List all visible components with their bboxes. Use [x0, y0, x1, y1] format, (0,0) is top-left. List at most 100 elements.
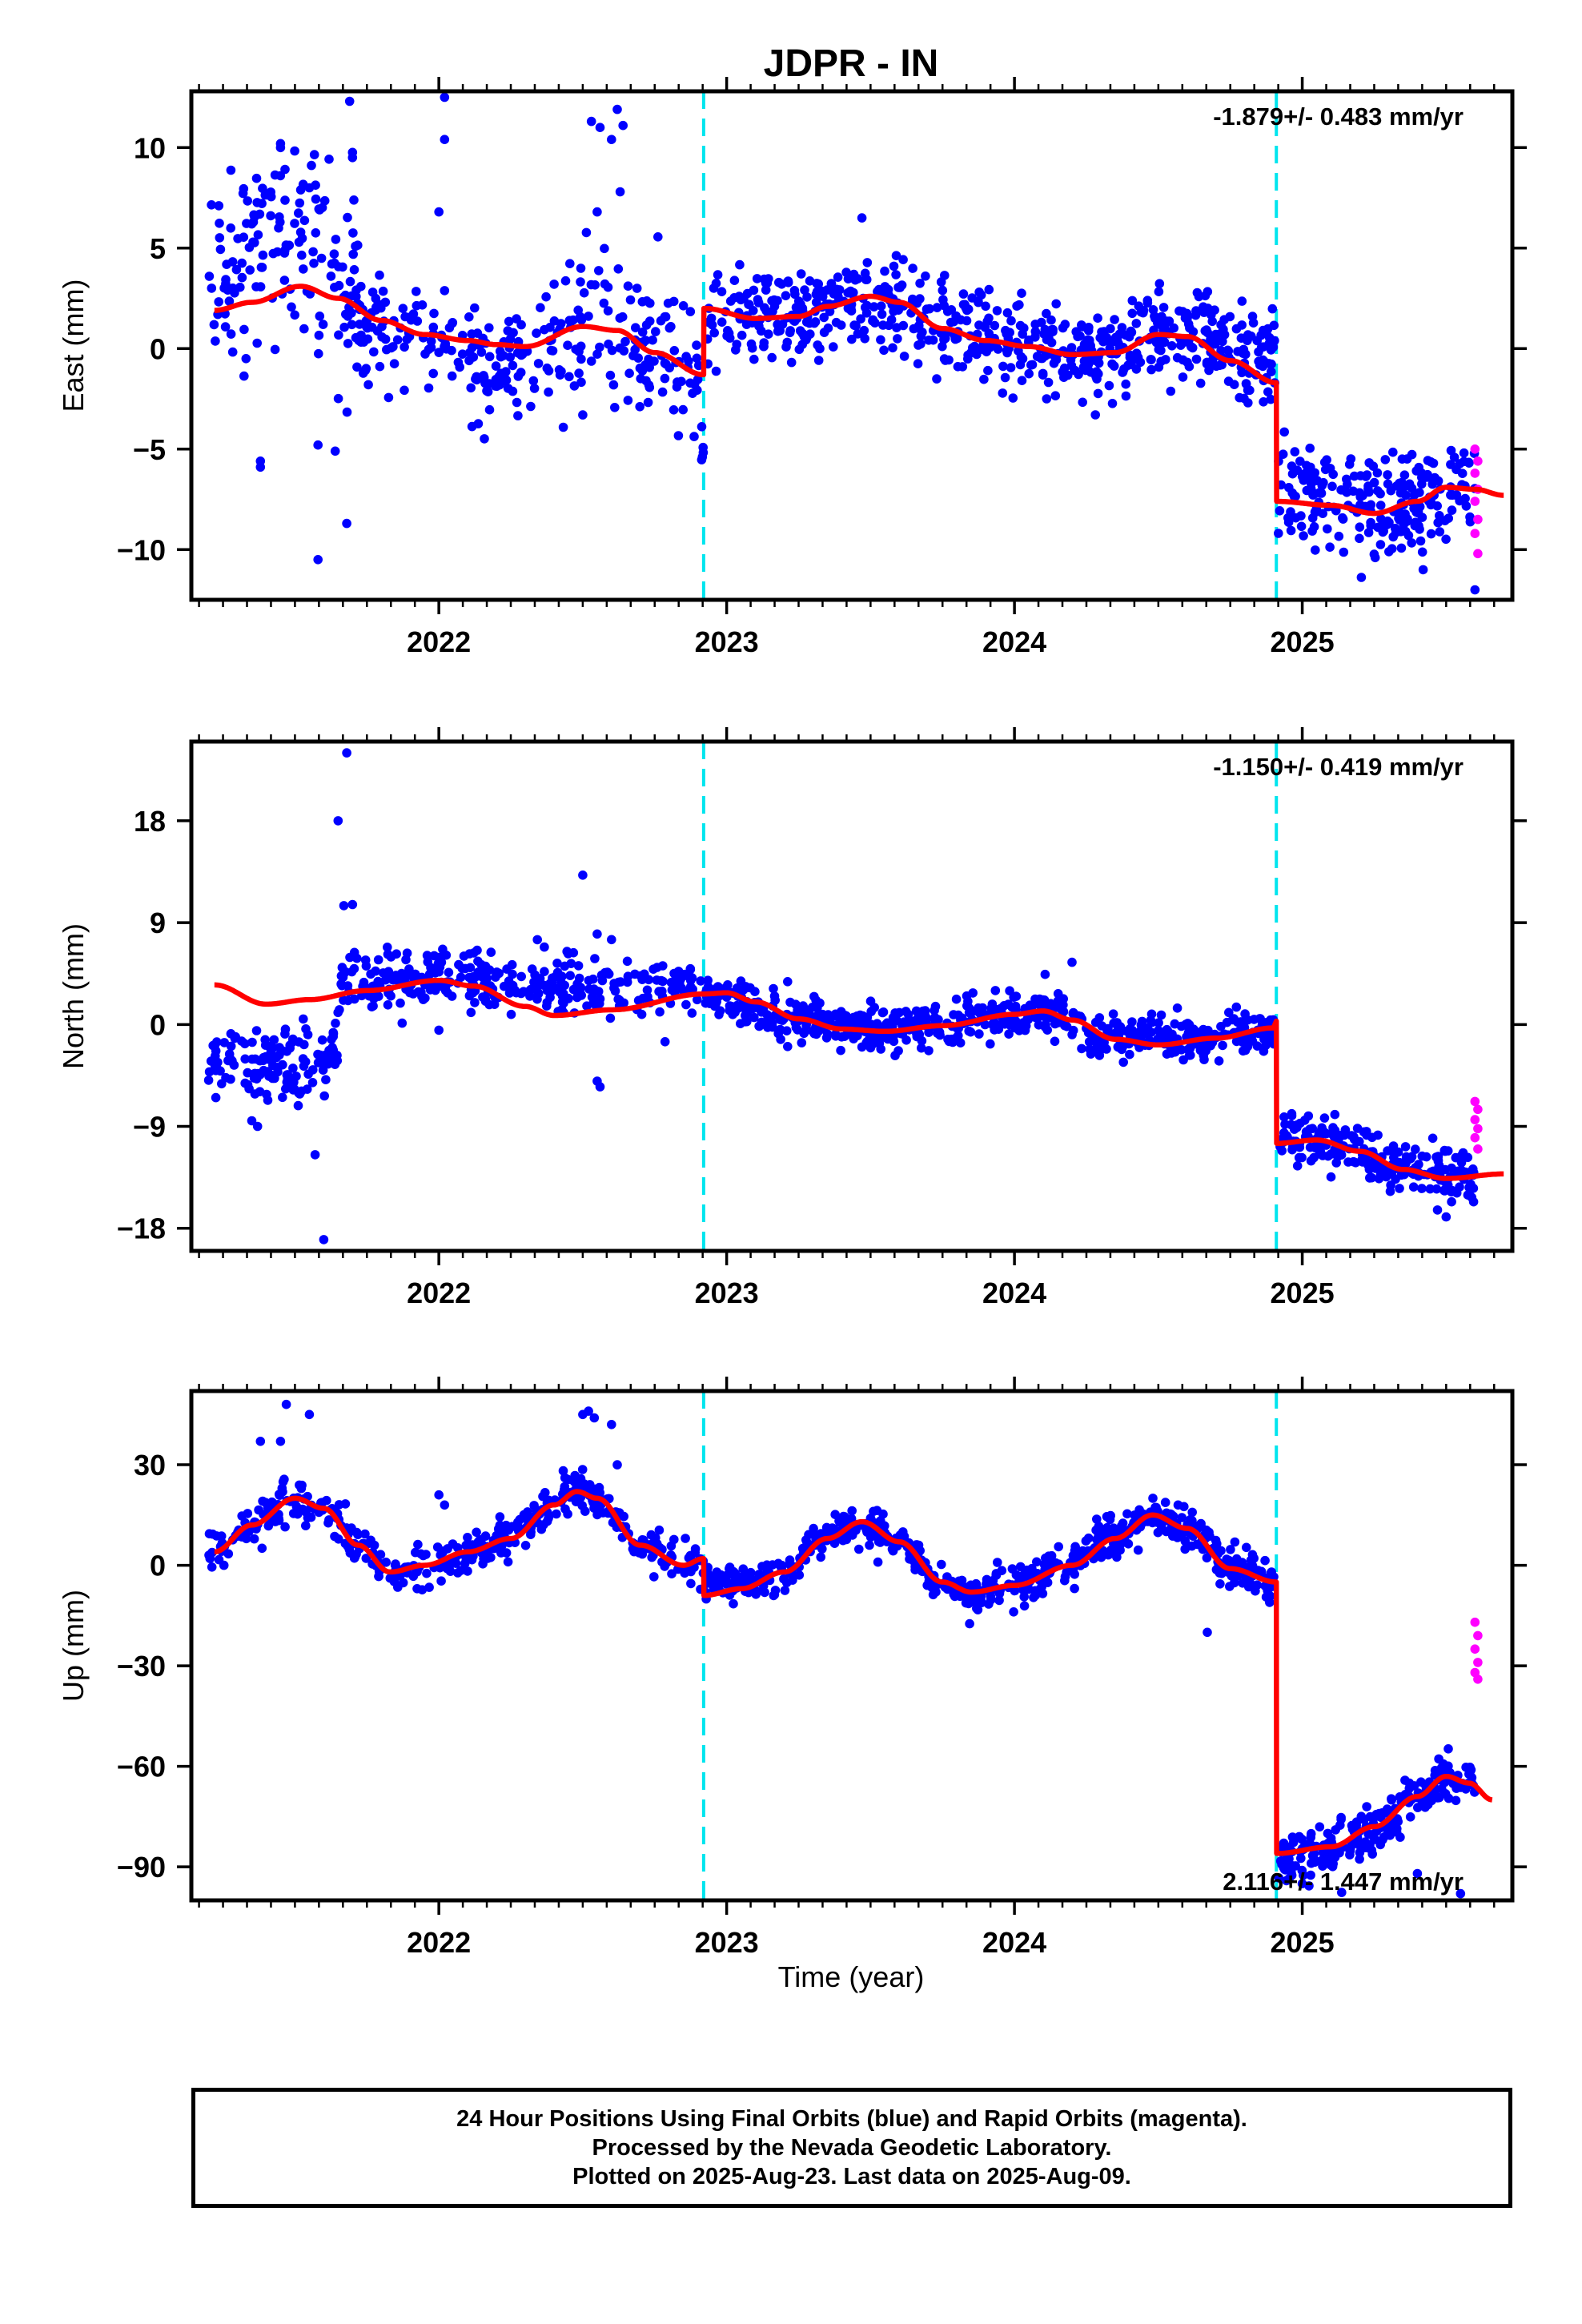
- final-point: [613, 264, 624, 274]
- final-point: [1433, 476, 1443, 486]
- rapid-point: [1470, 468, 1480, 478]
- final-point: [1241, 379, 1251, 389]
- final-point: [219, 1038, 230, 1047]
- final-point: [1010, 1586, 1020, 1596]
- final-point: [808, 1026, 817, 1036]
- final-point: [369, 347, 379, 357]
- final-point: [368, 1001, 378, 1011]
- final-point: [1352, 1124, 1363, 1133]
- final-point: [536, 303, 545, 313]
- final-point: [800, 285, 809, 295]
- north-y-axis-label: North (mm): [57, 923, 90, 1069]
- final-point: [993, 1021, 1002, 1031]
- final-point: [789, 286, 800, 296]
- final-point: [968, 988, 978, 998]
- final-point: [781, 342, 791, 352]
- north-model-curve: [212, 977, 1506, 1181]
- final-point: [239, 324, 249, 335]
- final-point: [623, 281, 633, 292]
- final-point: [1134, 1505, 1144, 1515]
- final-point: [373, 301, 383, 311]
- final-point: [729, 275, 740, 286]
- final-point: [1334, 531, 1344, 541]
- final-point: [319, 1091, 330, 1101]
- final-point: [568, 947, 579, 958]
- final-point: [556, 984, 566, 995]
- final-point: [898, 255, 908, 265]
- final-point: [1212, 1538, 1222, 1549]
- final-point: [1127, 296, 1138, 306]
- final-point: [1259, 356, 1269, 366]
- final-point: [556, 977, 566, 987]
- final-point: [1388, 447, 1398, 457]
- final-point: [1156, 345, 1166, 356]
- final-point: [1432, 1205, 1443, 1215]
- final-point: [584, 1480, 595, 1490]
- final-point: [391, 949, 402, 959]
- north-rate-label: -1.150+/- 0.419 mm/yr: [1213, 753, 1464, 781]
- final-point: [1026, 360, 1036, 370]
- final-point: [486, 947, 496, 957]
- final-point: [1051, 299, 1061, 309]
- final-point: [658, 976, 668, 987]
- final-point: [829, 342, 838, 352]
- rapid-point: [1473, 1658, 1483, 1667]
- final-point: [1225, 1582, 1235, 1591]
- final-point: [247, 1116, 257, 1126]
- final-point: [301, 1024, 311, 1034]
- final-point: [224, 296, 235, 306]
- final-point: [1426, 529, 1436, 539]
- final-point: [1307, 526, 1317, 536]
- final-point: [342, 748, 351, 758]
- final-point: [1417, 1151, 1427, 1161]
- final-point: [993, 1558, 1002, 1567]
- final-point: [1387, 1794, 1396, 1803]
- final-point: [377, 322, 387, 332]
- final-point: [847, 334, 857, 344]
- final-point: [360, 1529, 370, 1539]
- final-point: [307, 1078, 318, 1088]
- final-point: [898, 1527, 908, 1537]
- final-point: [1011, 1570, 1022, 1580]
- final-point: [1296, 1853, 1306, 1864]
- final-point: [1389, 1152, 1399, 1163]
- final-point: [239, 183, 249, 194]
- final-point: [1097, 1526, 1107, 1535]
- final-point: [1452, 1188, 1462, 1198]
- final-point: [932, 374, 942, 384]
- x-tick-label: 2022: [407, 1277, 471, 1309]
- final-point: [769, 983, 778, 994]
- final-point: [426, 336, 436, 346]
- final-point: [940, 271, 950, 280]
- final-point: [241, 354, 251, 364]
- final-point: [333, 816, 343, 826]
- final-point: [1286, 1120, 1296, 1130]
- final-point: [1290, 447, 1300, 456]
- final-point: [549, 279, 559, 289]
- final-point: [899, 352, 909, 361]
- final-point: [263, 1521, 274, 1531]
- final-point: [311, 228, 321, 238]
- final-point: [573, 961, 584, 971]
- final-point: [895, 283, 905, 292]
- final-point: [607, 135, 616, 144]
- final-point: [647, 1552, 656, 1562]
- final-point: [685, 378, 695, 388]
- final-point: [1416, 1777, 1426, 1787]
- final-point: [1164, 316, 1174, 326]
- final-point: [392, 335, 403, 345]
- final-point: [1010, 1023, 1020, 1033]
- final-point: [254, 1505, 263, 1515]
- final-point: [785, 326, 795, 336]
- final-point: [817, 1010, 826, 1020]
- final-point: [434, 1025, 444, 1035]
- final-point: [767, 1019, 777, 1028]
- rapid-point: [1470, 1644, 1480, 1654]
- final-point: [648, 964, 658, 974]
- final-point: [396, 975, 405, 985]
- final-point: [595, 123, 605, 132]
- final-point: [1021, 1021, 1031, 1031]
- final-point: [942, 1584, 953, 1594]
- final-point: [1470, 585, 1480, 595]
